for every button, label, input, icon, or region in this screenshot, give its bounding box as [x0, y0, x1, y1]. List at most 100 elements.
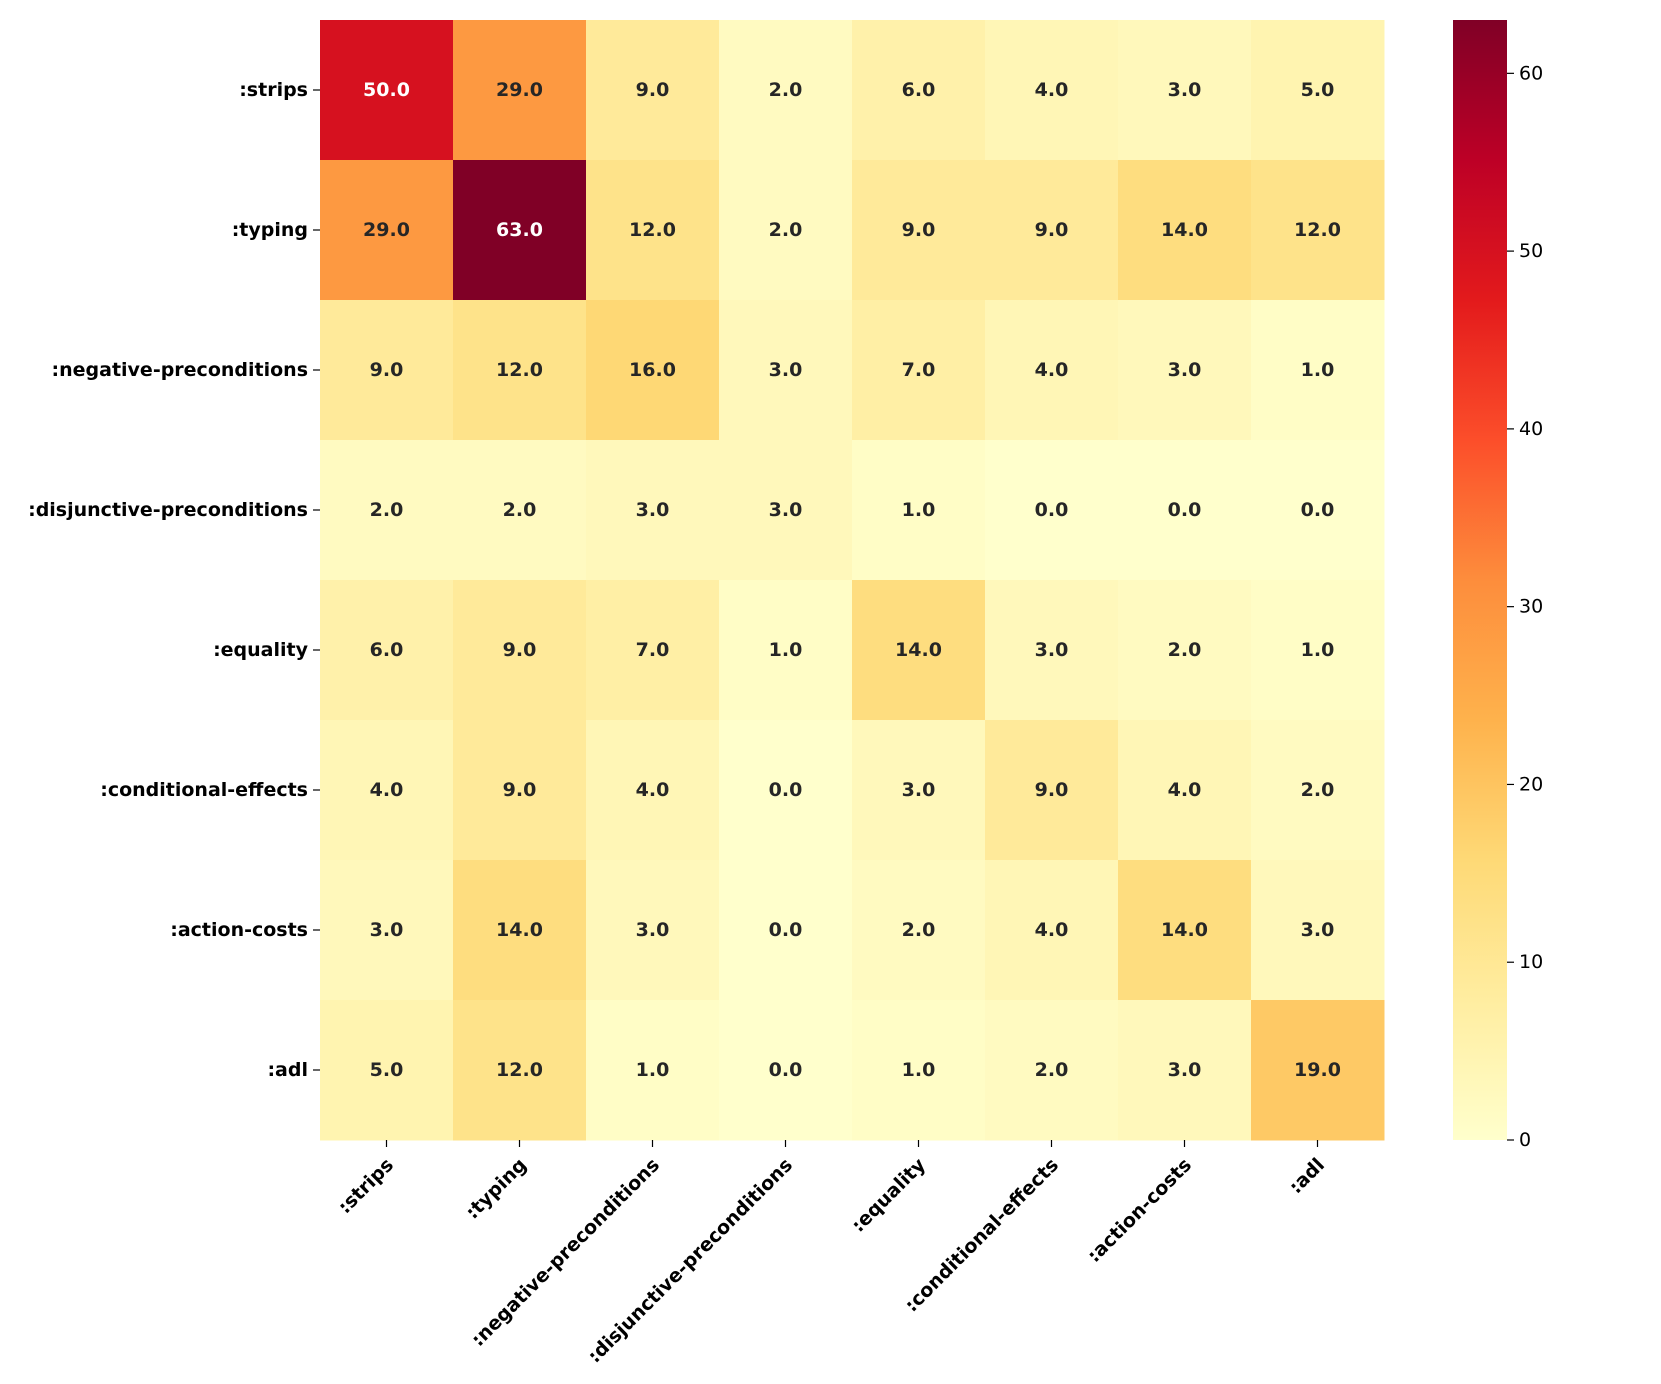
column-label: :action-costs — [1083, 1154, 1196, 1267]
column-label: :typing — [462, 1154, 532, 1224]
cell-value-label: 9.0 — [636, 79, 670, 101]
cell-value-label: 9.0 — [503, 779, 537, 801]
cell-value-label: 5.0 — [1301, 79, 1335, 101]
column-label: :strips — [334, 1154, 398, 1218]
heatmap-cell — [1118, 300, 1252, 441]
heatmap-cell — [1118, 720, 1252, 861]
cell-value-label: 6.0 — [902, 79, 936, 101]
heatmap-cell — [453, 160, 587, 301]
cell-value-label: 5.0 — [370, 1059, 404, 1081]
heatmap-cell — [453, 300, 587, 441]
heatmap-cell — [719, 440, 853, 581]
cell-value-label: 9.0 — [370, 359, 404, 381]
heatmap-cell — [852, 300, 986, 441]
cell-value-label: 14.0 — [1161, 919, 1208, 941]
cell-value-label: 2.0 — [902, 919, 936, 941]
heatmap-cell — [1118, 160, 1252, 301]
heatmap-cell — [719, 580, 853, 721]
cell-value-label: 14.0 — [895, 639, 942, 661]
cell-value-label: 2.0 — [370, 499, 404, 521]
colorbar-tick-label: 30 — [1519, 596, 1543, 618]
colorbar-gradient — [1453, 20, 1507, 1140]
row-label: :adl — [267, 1059, 308, 1081]
heatmap-cell — [320, 860, 454, 1001]
cell-value-label: 14.0 — [1161, 219, 1208, 241]
cell-value-label: 1.0 — [636, 1059, 670, 1081]
cell-value-label: 9.0 — [902, 219, 936, 241]
cell-value-label: 3.0 — [1168, 359, 1202, 381]
cell-value-label: 1.0 — [902, 1059, 936, 1081]
cell-value-label: 3.0 — [769, 499, 803, 521]
heatmap-cell — [985, 20, 1119, 161]
heatmap-cell — [320, 440, 454, 581]
heatmap-cell — [852, 580, 986, 721]
cell-value-label: 3.0 — [1035, 639, 1069, 661]
heatmap-cell — [586, 580, 720, 721]
heatmap-cell — [1118, 580, 1252, 721]
column-label: :equality — [847, 1154, 930, 1237]
cell-value-label: 3.0 — [902, 779, 936, 801]
heatmap-cell — [1251, 160, 1385, 301]
cell-value-label: 6.0 — [370, 639, 404, 661]
cell-value-label: 3.0 — [1168, 1059, 1202, 1081]
column-label: :adl — [1285, 1154, 1329, 1198]
cell-value-label: 2.0 — [769, 79, 803, 101]
cell-value-label: 1.0 — [1301, 639, 1335, 661]
heatmap-cell — [1118, 1000, 1252, 1141]
cell-value-label: 3.0 — [370, 919, 404, 941]
heatmap-cell — [453, 1000, 587, 1141]
heatmap-cell — [1118, 440, 1252, 581]
heatmap-cell — [719, 20, 853, 161]
heatmap-cell — [453, 720, 587, 861]
heatmap-cell — [1251, 300, 1385, 441]
heatmap-cell — [586, 1000, 720, 1141]
heatmap-cell — [320, 720, 454, 861]
heatmap-cell — [985, 580, 1119, 721]
heatmap-cell — [1251, 720, 1385, 861]
cell-value-label: 2.0 — [1035, 1059, 1069, 1081]
cell-value-label: 2.0 — [1168, 639, 1202, 661]
colorbar-tick-label: 50 — [1519, 240, 1543, 262]
cell-value-label: 4.0 — [1035, 79, 1069, 101]
heatmap-cell — [852, 440, 986, 581]
cell-value-label: 0.0 — [1301, 499, 1335, 521]
cell-value-label: 12.0 — [1294, 219, 1341, 241]
heatmap-cell — [719, 860, 853, 1001]
cell-value-label: 1.0 — [769, 639, 803, 661]
cell-value-label: 1.0 — [902, 499, 936, 521]
heatmap-cell — [586, 440, 720, 581]
heatmap-cell — [1118, 20, 1252, 161]
heatmap-cell — [852, 20, 986, 161]
heatmap-cell — [1118, 860, 1252, 1001]
heatmap-cell — [453, 20, 587, 161]
heatmap-cell — [719, 1000, 853, 1141]
heatmap-cell — [586, 20, 720, 161]
colorbar-tick-label: 0 — [1519, 1129, 1531, 1151]
cell-value-label: 0.0 — [769, 1059, 803, 1081]
heatmap-cell — [719, 720, 853, 861]
heatmap-cell — [985, 160, 1119, 301]
cell-value-label: 0.0 — [769, 779, 803, 801]
row-label: :equality — [213, 639, 309, 661]
cell-value-label: 0.0 — [1168, 499, 1202, 521]
colorbar: 0 10 20 30 40 50 60 — [1453, 20, 1543, 1151]
heatmap-cell — [852, 720, 986, 861]
cell-value-label: 2.0 — [769, 219, 803, 241]
cell-value-label: 0.0 — [1035, 499, 1069, 521]
heatmap-cell — [320, 300, 454, 441]
colorbar-tick-label: 40 — [1519, 418, 1543, 440]
colorbar-tick-label: 60 — [1519, 62, 1543, 84]
cell-value-label: 1.0 — [1301, 359, 1335, 381]
heatmap-cell — [1251, 580, 1385, 721]
cell-value-label: 12.0 — [629, 219, 676, 241]
cell-value-label: 3.0 — [636, 499, 670, 521]
heatmap-cell — [453, 860, 587, 1001]
cell-value-label: 3.0 — [1301, 919, 1335, 941]
cell-value-label: 9.0 — [1035, 779, 1069, 801]
cell-value-label: 16.0 — [629, 359, 676, 381]
row-label: :conditional-effects — [100, 779, 308, 801]
heatmap-cell — [719, 160, 853, 301]
cell-value-label: 2.0 — [503, 499, 537, 521]
heatmap-cell — [852, 160, 986, 301]
